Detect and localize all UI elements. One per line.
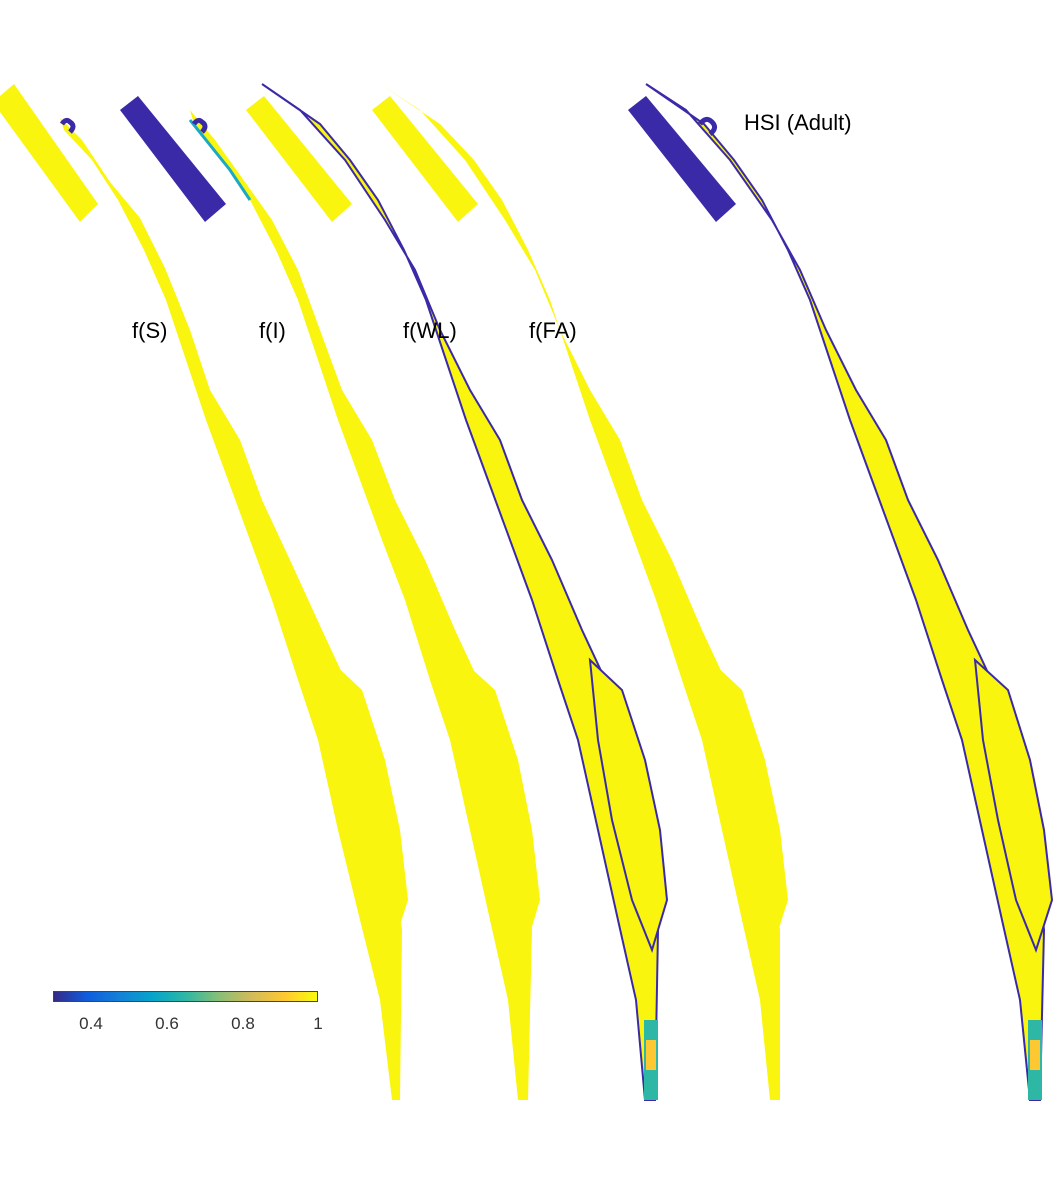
river-widening (973, 657, 1054, 953)
map-panel-hsi (628, 83, 1054, 1101)
colorbar (53, 991, 318, 1002)
map-panel-ffa (372, 84, 788, 1100)
offshore-block (0, 84, 98, 222)
map-panel-fs (0, 84, 408, 1100)
panel-label-hsi: HSI (Adult) (744, 110, 852, 135)
colorbar-tick: 0.8 (231, 1014, 255, 1033)
river-widening (710, 660, 788, 950)
panel-label-ffa: f(FA) (529, 318, 577, 343)
river-channel (261, 83, 660, 1101)
river-channel (60, 118, 402, 1100)
map-panel-fi (120, 96, 540, 1100)
panel-label-fi: f(I) (259, 318, 286, 343)
offshore-block (628, 96, 736, 222)
channel-edge (188, 119, 252, 201)
river-widening (330, 660, 408, 950)
colorbar-tick: 0.4 (79, 1014, 103, 1033)
offshore-block (120, 96, 226, 222)
river-channel (645, 83, 1046, 1101)
outlet-hook-icon (698, 116, 718, 136)
offshore-block (372, 96, 478, 222)
colorbar-tick: 0.6 (155, 1014, 179, 1033)
lower-reach-patch (1030, 1040, 1040, 1070)
river-widening (462, 660, 540, 950)
river-widening (588, 657, 669, 954)
outlet-hook-icon (59, 117, 76, 134)
panel-label-fwl: f(WL) (403, 318, 457, 343)
outlet-hook-icon (191, 117, 208, 134)
river-channel (190, 110, 532, 1100)
panel-label-fs: f(S) (132, 318, 168, 343)
colorbar-tick: 1 (313, 1014, 323, 1033)
river-channel (380, 84, 780, 1100)
map-panel-fwl (246, 83, 669, 1101)
offshore-block (246, 96, 352, 222)
lower-reach-patch (646, 1040, 656, 1070)
